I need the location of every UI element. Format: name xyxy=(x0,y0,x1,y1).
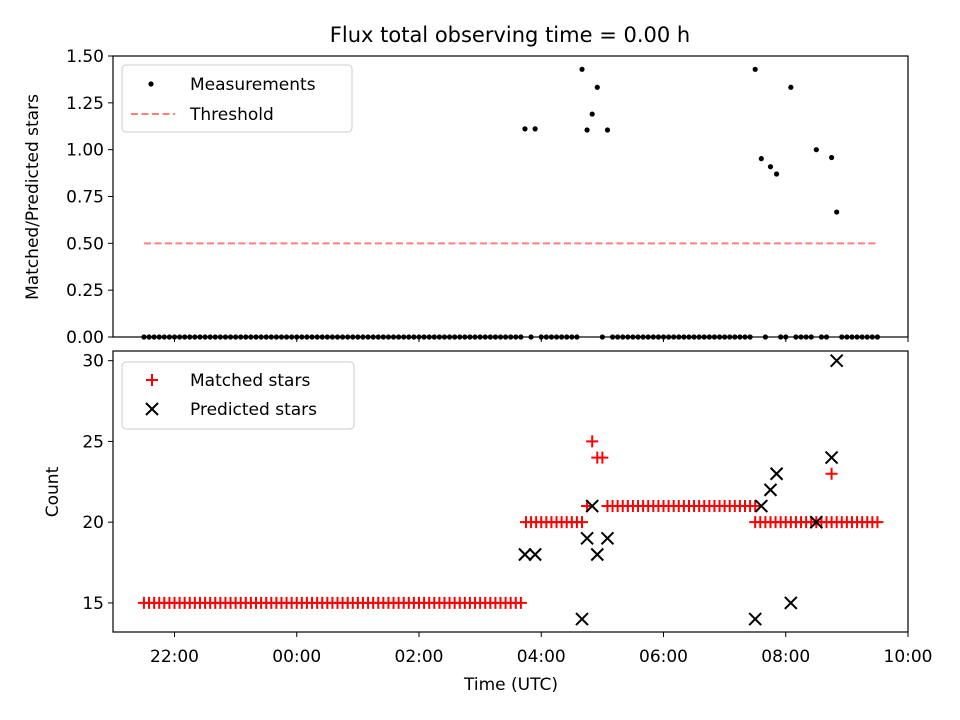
bottom-y-tick-label: 15 xyxy=(82,594,104,614)
measurement-point xyxy=(532,126,538,132)
legend-measurements-label: Measurements xyxy=(190,75,316,95)
predicted-star-point xyxy=(600,531,615,546)
predicted-star-point xyxy=(754,499,769,513)
top-y-tick-label: 0.50 xyxy=(66,234,104,254)
top-y-tick-label: 1.50 xyxy=(66,47,104,67)
bottom-y-tick-label: 30 xyxy=(82,352,104,372)
bottom-legend-box xyxy=(121,361,355,430)
legend-matched-label: Matched stars xyxy=(190,371,310,391)
x-tick-label: 22:00 xyxy=(150,647,199,667)
legend-predicted-label: Predicted stars xyxy=(190,400,317,420)
matched-star-point xyxy=(514,596,527,609)
matched-star-point xyxy=(871,516,884,529)
measurement-point xyxy=(828,154,835,161)
measurement-point xyxy=(594,84,600,90)
x-axis-label: Time (UTC) xyxy=(463,675,558,695)
x-tick-label: 10:00 xyxy=(884,647,933,667)
bottom-legend: Matched stars Predicted stars xyxy=(121,361,355,430)
predicted-star-point xyxy=(748,612,762,626)
x-tick-label: 02:00 xyxy=(395,647,444,667)
measurement-point xyxy=(752,66,758,72)
top-y-tick-label: 1.00 xyxy=(66,141,104,161)
legend-predicted-marker xyxy=(145,402,159,416)
x-tick-label: 08:00 xyxy=(761,647,810,667)
bottom-plot-frame xyxy=(112,350,909,633)
measurement-point xyxy=(579,66,585,72)
measurement-point xyxy=(589,111,595,117)
measurement-point xyxy=(788,84,794,90)
matched-star-point xyxy=(825,467,838,480)
top-legend: Measurements Threshold xyxy=(121,64,353,133)
x-tick-label: 06:00 xyxy=(639,647,688,667)
matched-star-point xyxy=(576,516,588,529)
top-y-tick-label: 0.25 xyxy=(66,281,104,301)
predicted-star-point xyxy=(809,515,824,529)
measurement-point xyxy=(758,156,764,162)
predicted-star-point xyxy=(518,547,532,562)
matched-star-point xyxy=(586,435,599,448)
predicted-star-point xyxy=(829,353,844,368)
top-legend-box xyxy=(121,64,353,133)
legend-threshold-label: Threshold xyxy=(189,105,274,125)
measurement-point xyxy=(813,147,819,153)
measurement-point xyxy=(584,127,590,133)
bottom-y-axis-label: Count xyxy=(43,466,63,517)
top-plot-marks xyxy=(141,66,881,340)
measurement-point xyxy=(834,209,840,215)
predicted-star-point xyxy=(784,596,798,610)
top-y-axis-label: Matched/Predicted stars xyxy=(23,94,43,300)
predicted-star-point xyxy=(580,531,594,546)
matched-star-point xyxy=(596,451,609,464)
x-tick-label: 04:00 xyxy=(517,647,566,667)
predicted-star-point xyxy=(769,467,784,481)
x-tick-label: 00:00 xyxy=(272,647,321,667)
measurement-point xyxy=(522,126,528,132)
legend-matched-marker xyxy=(146,374,158,386)
bottom-plot-marks xyxy=(137,353,884,626)
predicted-star-point xyxy=(528,547,542,562)
predicted-star-point xyxy=(763,483,778,497)
chart-title: Flux total observing time = 0.00 h xyxy=(330,23,690,47)
bottom-y-tick-label: 25 xyxy=(82,432,104,452)
matched-star-point xyxy=(749,500,762,513)
top-y-tick-label: 0.00 xyxy=(66,328,104,348)
top-y-tick-label: 1.25 xyxy=(66,94,104,114)
measurement-point xyxy=(604,127,611,133)
legend-measurements-marker xyxy=(148,81,154,87)
predicted-star-point xyxy=(575,612,589,626)
top-y-tick-label: 0.75 xyxy=(66,188,104,208)
predicted-star-point xyxy=(590,547,604,562)
predicted-star-point xyxy=(585,499,599,513)
predicted-star-point xyxy=(824,450,839,465)
measurement-point xyxy=(773,171,780,177)
measurement-point xyxy=(767,164,774,170)
top-plot-axes: 0.00 0.25 0.50 0.75 1.00 1.25 1.50 xyxy=(66,47,909,348)
bottom-y-tick-label: 20 xyxy=(82,513,104,533)
bottom-plot-axes: 15 20 25 30 22:00 00:00 02:00 04:00 06:00 08:00 10… xyxy=(82,352,932,667)
